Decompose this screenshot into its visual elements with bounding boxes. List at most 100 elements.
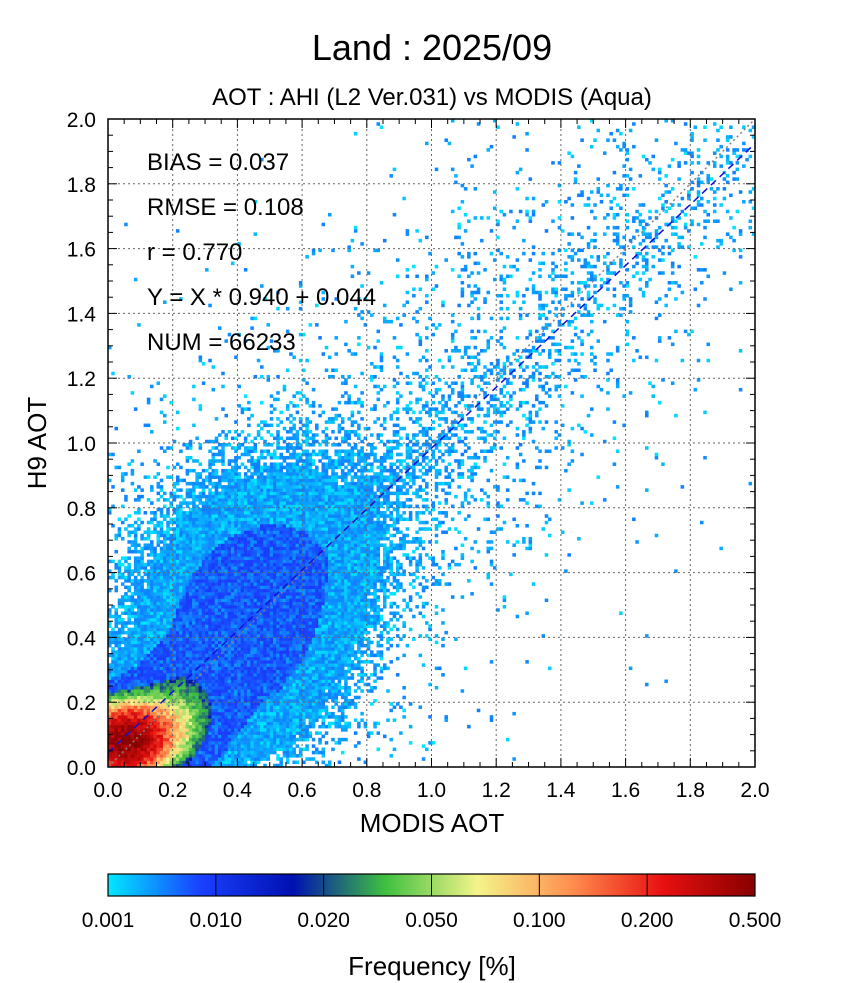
density-cell [266, 608, 271, 612]
density-cell [192, 634, 196, 638]
density-cell [250, 718, 254, 722]
density-cell [175, 721, 180, 726]
density-cell [243, 549, 248, 554]
density-cell [237, 711, 241, 716]
density-cell [289, 676, 293, 680]
density-cell [137, 517, 141, 522]
density-cell [247, 533, 251, 538]
density-cell [153, 614, 157, 619]
density-cell [153, 692, 157, 697]
density-cell [179, 630, 183, 635]
density-cell [150, 757, 154, 761]
density-cell [240, 754, 245, 758]
density-cell [221, 747, 225, 752]
density-cell [253, 530, 258, 535]
density-cell [243, 754, 248, 758]
density-cell [201, 663, 206, 667]
density-cell [201, 637, 206, 641]
density-cell [127, 698, 131, 703]
density-cell [256, 472, 261, 476]
density-cell [146, 686, 151, 690]
density-cell [234, 715, 238, 719]
density-cell [159, 731, 164, 735]
density-cell [192, 559, 196, 564]
density-cell [272, 721, 277, 726]
density-cell [182, 708, 186, 713]
density-cell [143, 718, 148, 722]
density-cell [156, 656, 161, 661]
density-cell [137, 637, 141, 641]
density-cell [130, 524, 135, 528]
density-cell [166, 689, 170, 693]
density-cell [243, 501, 248, 505]
density-cell [185, 494, 190, 499]
density-cell [208, 562, 212, 567]
density-cell [188, 517, 193, 522]
density-cell [221, 614, 225, 619]
density-cell [133, 277, 138, 282]
density-cell [205, 673, 209, 677]
density-cell [140, 627, 144, 632]
density-cell [211, 611, 216, 616]
density-cell [208, 585, 212, 590]
density-cell [224, 533, 228, 538]
density-cell [211, 711, 216, 716]
density-cell [185, 611, 190, 616]
density-cell [195, 741, 199, 745]
density-cell [266, 449, 271, 454]
density-cell [201, 744, 206, 748]
density-cell [217, 660, 222, 664]
density-cell [272, 711, 277, 716]
density-cell [263, 637, 267, 641]
density-cell [162, 695, 167, 700]
density-cell [192, 686, 196, 690]
density-cell [285, 650, 290, 654]
density-cell [276, 472, 280, 476]
density-cell [282, 511, 287, 515]
density-cell [208, 611, 212, 616]
density-cell [198, 757, 203, 761]
density-cell [124, 498, 128, 502]
density-cell [250, 569, 254, 573]
density-cell [153, 517, 157, 522]
density-cell [188, 724, 193, 729]
density-cell [198, 698, 203, 703]
density-cell [133, 637, 138, 641]
density-cell [169, 669, 173, 674]
density-cell [289, 624, 293, 628]
density-cell [279, 472, 283, 476]
density-cell [234, 553, 238, 557]
density-cell [260, 527, 264, 531]
density-cell [185, 592, 190, 596]
density-cell [243, 446, 248, 450]
density-cell [250, 734, 254, 739]
density-cell [175, 731, 180, 735]
density-cell [198, 692, 203, 697]
density-cell [217, 449, 222, 454]
density-cell [188, 721, 193, 726]
density-cell [247, 400, 251, 405]
density-cell [217, 459, 222, 463]
density-cell [146, 763, 151, 767]
density-cell [205, 546, 209, 551]
density-cell [227, 660, 232, 664]
density-cell [256, 566, 261, 570]
density-cell [137, 323, 141, 327]
density-cell [156, 621, 161, 625]
density-cell [153, 643, 157, 648]
density-cell [269, 417, 274, 421]
density-cell [185, 686, 190, 690]
density-cell [195, 660, 199, 664]
density-cell [127, 734, 131, 739]
density-cell [137, 656, 141, 661]
density-cell [260, 637, 264, 641]
density-cell [224, 627, 228, 632]
density-cell [124, 737, 128, 742]
density-cell [221, 407, 225, 411]
density-cell [263, 514, 267, 518]
density-cell [263, 562, 267, 567]
density-cell [253, 478, 258, 483]
density-cell [276, 634, 280, 638]
density-cell [243, 715, 248, 719]
density-cell [230, 763, 235, 767]
